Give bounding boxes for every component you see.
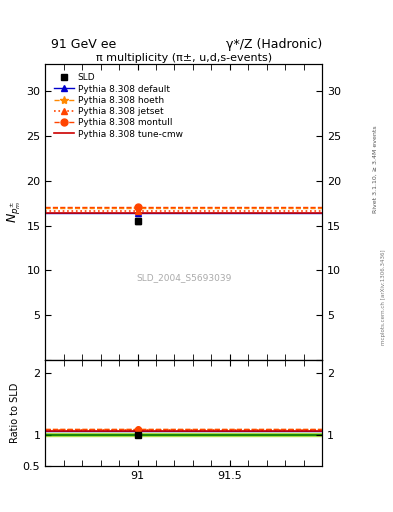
Text: mcplots.cern.ch [arXiv:1306.3436]: mcplots.cern.ch [arXiv:1306.3436] — [381, 249, 386, 345]
Text: 91 GeV ee: 91 GeV ee — [51, 38, 116, 51]
Y-axis label: Ratio to SLD: Ratio to SLD — [10, 383, 20, 443]
Y-axis label: $N_{p^{\pm}_{m}}$: $N_{p^{\pm}_{m}}$ — [6, 201, 24, 223]
Text: Rivet 3.1.10, ≥ 3.4M events: Rivet 3.1.10, ≥ 3.4M events — [373, 125, 378, 213]
Bar — [45, 433, 322, 436]
Text: γ*/Z (Hadronic): γ*/Z (Hadronic) — [226, 38, 322, 51]
Text: SLD_2004_S5693039: SLD_2004_S5693039 — [136, 273, 231, 282]
Legend: SLD, Pythia 8.308 default, Pythia 8.308 hoeth, Pythia 8.308 jetset, Pythia 8.308: SLD, Pythia 8.308 default, Pythia 8.308 … — [53, 72, 185, 140]
Title: π multiplicity (π±, u,d,s-events): π multiplicity (π±, u,d,s-events) — [95, 53, 272, 63]
